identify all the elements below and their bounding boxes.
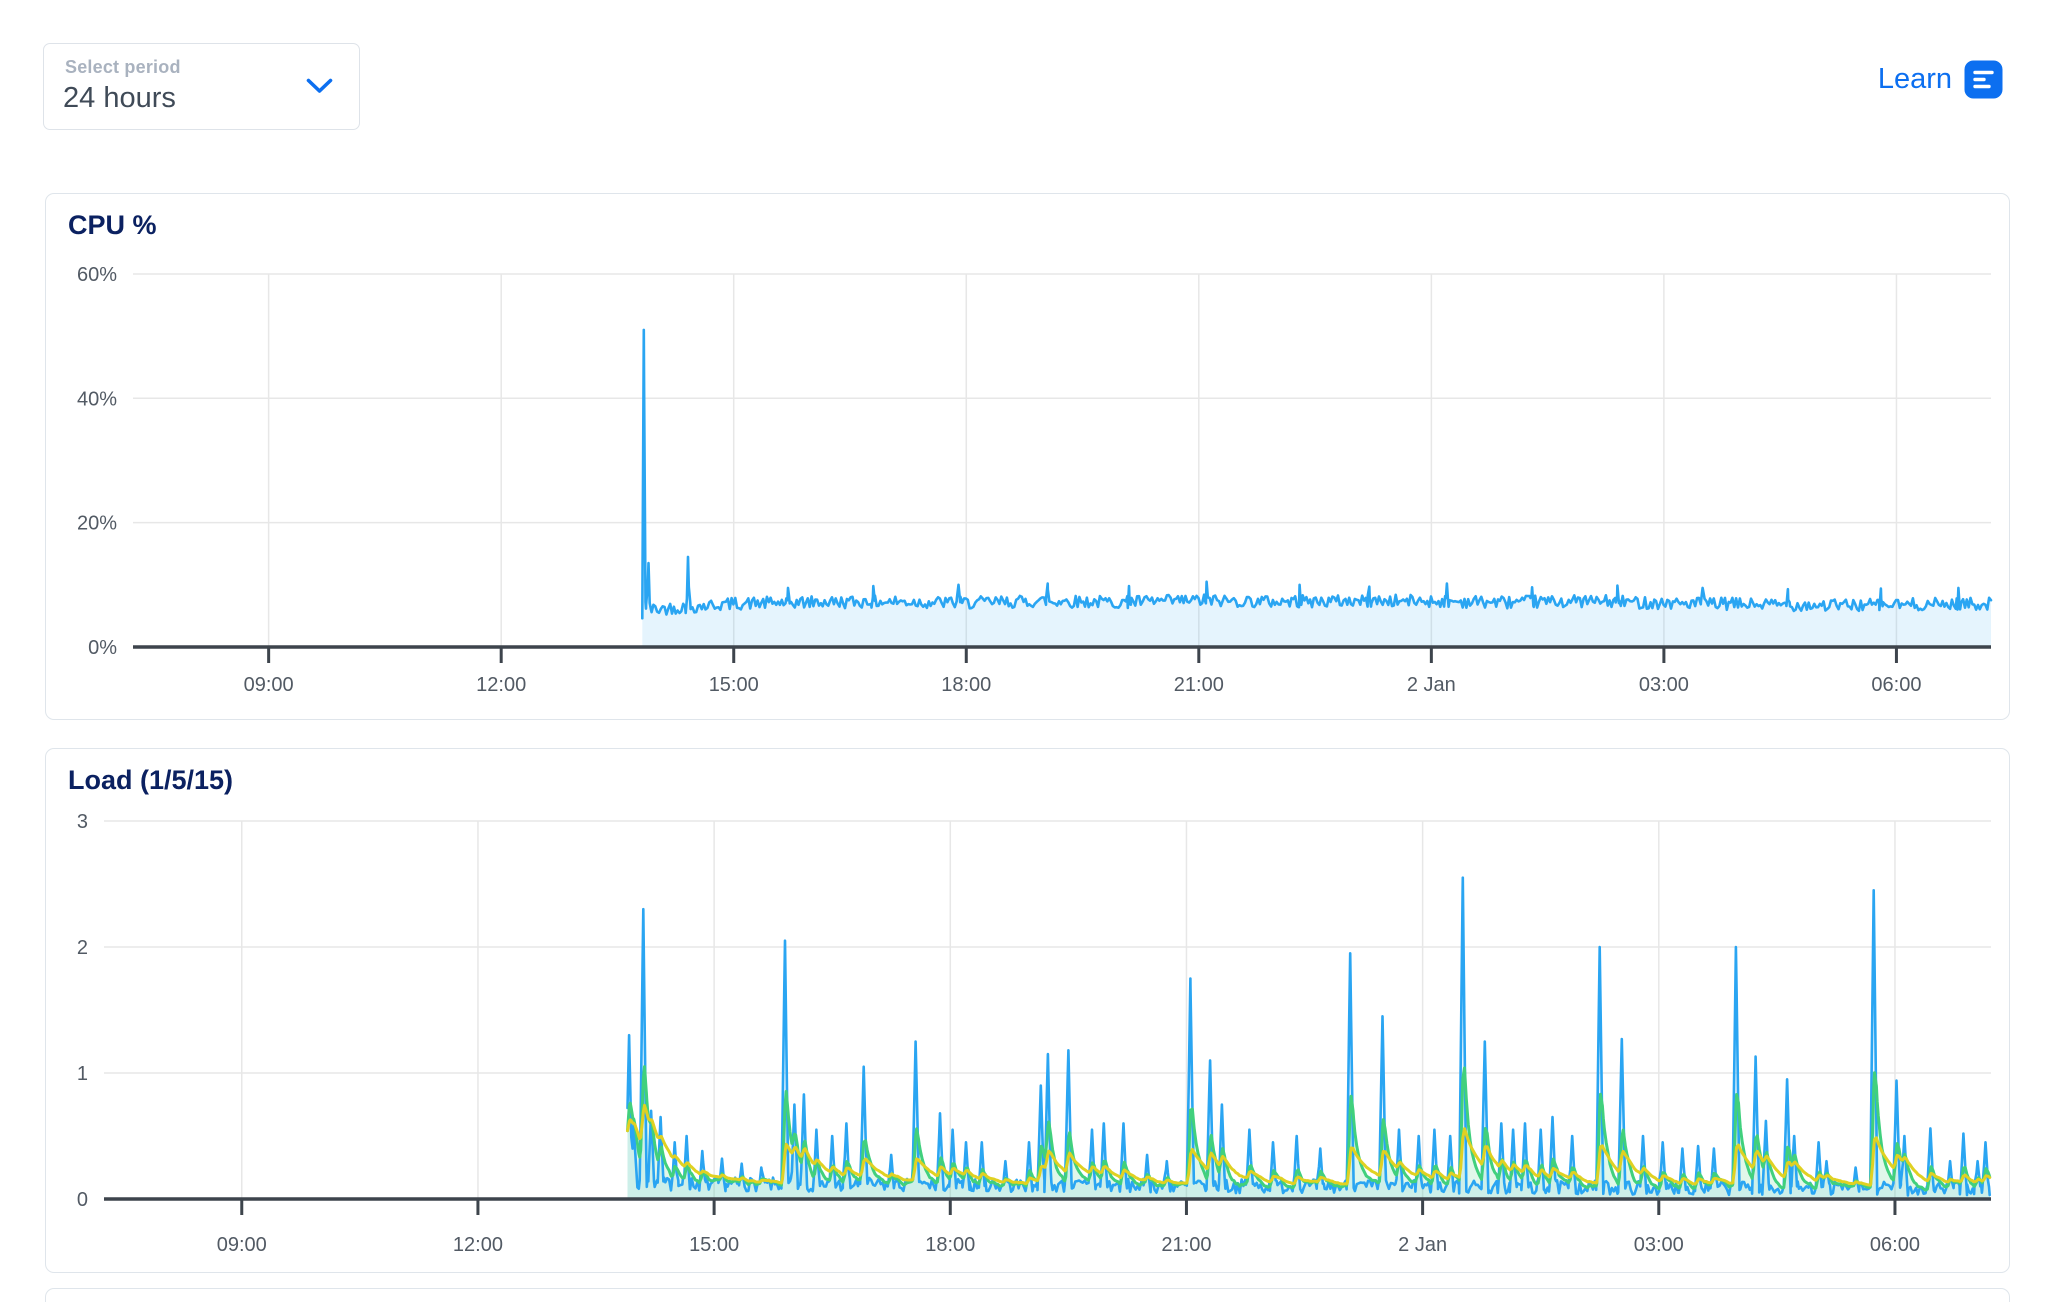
svg-text:2 Jan: 2 Jan: [1398, 1234, 1447, 1256]
period-selector-label: Select period: [65, 57, 181, 77]
svg-text:12:00: 12:00: [476, 674, 526, 696]
svg-text:2 Jan: 2 Jan: [1407, 674, 1456, 696]
svg-text:60%: 60%: [77, 264, 117, 286]
svg-text:15:00: 15:00: [689, 1234, 739, 1256]
svg-text:12:00: 12:00: [453, 1234, 503, 1256]
svg-text:18:00: 18:00: [925, 1234, 975, 1256]
tutorials-doc-icon: [1964, 60, 2003, 99]
svg-text:03:00: 03:00: [1634, 1234, 1684, 1256]
cpu-chart: 60% 40% 20% 0% 09:00 12:00 15:00 18:00 21:00 2 Ja…: [77, 264, 1993, 696]
svg-text:06:00: 06:00: [1870, 1234, 1920, 1256]
svg-text:2: 2: [77, 937, 88, 959]
svg-text:1: 1: [77, 1063, 88, 1085]
load-chart-title: Load (1/5/15): [68, 765, 234, 795]
svg-text:21:00: 21:00: [1174, 674, 1224, 696]
svg-text:03:00: 03:00: [1639, 674, 1689, 696]
chevron-down-icon: [306, 78, 333, 93]
svg-text:18:00: 18:00: [941, 674, 991, 696]
cpu-chart-title: CPU %: [68, 210, 157, 240]
load-chart-card: Load (1/5/15) 3 2 1 0 09:00 12:00 15:00 18:00 21…: [45, 748, 2010, 1273]
svg-text:09:00: 09:00: [244, 674, 294, 696]
svg-text:0%: 0%: [88, 637, 117, 659]
svg-text:3: 3: [77, 811, 88, 833]
period-selector-value: 24 hours: [63, 82, 176, 114]
svg-text:09:00: 09:00: [217, 1234, 267, 1256]
learn-link[interactable]: Learn: [1878, 60, 2003, 99]
svg-text:21:00: 21:00: [1161, 1234, 1211, 1256]
svg-text:0: 0: [77, 1189, 88, 1211]
svg-text:20%: 20%: [77, 513, 117, 535]
svg-text:40%: 40%: [77, 388, 117, 410]
period-selector[interactable]: Select period 24 hours: [43, 43, 360, 130]
load-chart: 3 2 1 0 09:00 12:00 15:00 18:00 21:00 2 Jan 03:00 0…: [77, 811, 1992, 1256]
next-chart-card-partial: [45, 1288, 2010, 1302]
cpu-chart-card: CPU % 60% 40% 20% 0% 09:00 12:00 15:00 18:00 21:…: [45, 193, 2010, 720]
learn-label: Learn: [1877, 63, 1952, 95]
svg-text:15:00: 15:00: [709, 674, 759, 696]
svg-text:06:00: 06:00: [1871, 674, 1921, 696]
